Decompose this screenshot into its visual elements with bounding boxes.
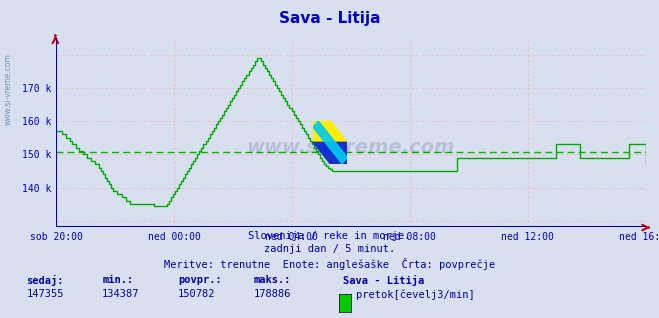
- Polygon shape: [313, 142, 347, 164]
- Text: 150782: 150782: [178, 289, 215, 299]
- Text: 134387: 134387: [102, 289, 140, 299]
- Text: zadnji dan / 5 minut.: zadnji dan / 5 minut.: [264, 244, 395, 254]
- Polygon shape: [313, 121, 347, 164]
- Text: www.si-vreme.com: www.si-vreme.com: [246, 138, 455, 157]
- Text: Sava - Litija: Sava - Litija: [279, 11, 380, 26]
- Text: povpr.:: povpr.:: [178, 275, 221, 285]
- Text: 178886: 178886: [254, 289, 291, 299]
- Text: Meritve: trenutne  Enote: anglešaške  Črta: povprečje: Meritve: trenutne Enote: anglešaške Črta…: [164, 258, 495, 270]
- Text: Sava - Litija: Sava - Litija: [343, 275, 424, 286]
- Text: 147355: 147355: [26, 289, 64, 299]
- Text: min.:: min.:: [102, 275, 133, 285]
- Text: www.si-vreme.com: www.si-vreme.com: [3, 53, 13, 125]
- Text: maks.:: maks.:: [254, 275, 291, 285]
- Polygon shape: [313, 121, 347, 142]
- Text: sedaj:: sedaj:: [26, 275, 64, 286]
- Text: Slovenija / reke in morje.: Slovenija / reke in morje.: [248, 231, 411, 240]
- Text: pretok[čevelj3/min]: pretok[čevelj3/min]: [356, 289, 474, 300]
